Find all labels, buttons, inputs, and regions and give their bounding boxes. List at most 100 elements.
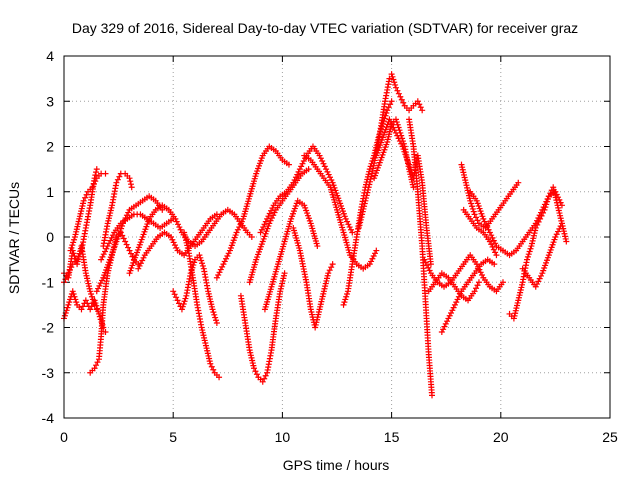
data-point bbox=[342, 296, 349, 303]
data-point bbox=[446, 312, 453, 319]
data-point bbox=[366, 178, 373, 185]
data-point bbox=[212, 314, 219, 321]
series-arc-10 bbox=[135, 211, 220, 272]
data-point bbox=[127, 181, 134, 188]
data-point bbox=[177, 226, 184, 233]
data-point bbox=[396, 127, 403, 134]
data-point bbox=[473, 214, 480, 221]
data-point bbox=[486, 229, 493, 236]
data-point bbox=[69, 288, 76, 295]
data-point bbox=[398, 132, 405, 139]
data-point bbox=[451, 301, 458, 308]
data-point bbox=[96, 282, 103, 289]
data-point bbox=[357, 216, 364, 223]
data-point bbox=[95, 308, 102, 315]
data-point bbox=[271, 209, 278, 216]
data-point bbox=[67, 296, 74, 303]
data-point bbox=[266, 220, 273, 227]
data-point bbox=[262, 218, 269, 225]
data-point bbox=[536, 275, 543, 282]
data-point bbox=[69, 242, 76, 249]
data-point bbox=[414, 98, 421, 105]
data-point bbox=[558, 220, 565, 227]
data-point bbox=[542, 204, 549, 211]
data-point bbox=[66, 267, 73, 274]
series-arc-17 bbox=[261, 197, 321, 313]
data-point bbox=[320, 160, 327, 167]
data-point bbox=[171, 291, 178, 298]
data-point bbox=[102, 329, 109, 336]
data-point bbox=[173, 294, 180, 301]
data-point bbox=[327, 174, 334, 181]
data-point bbox=[450, 304, 457, 311]
data-point bbox=[438, 329, 445, 336]
data-point bbox=[455, 293, 462, 300]
data-point bbox=[383, 110, 390, 117]
data-point bbox=[82, 194, 89, 201]
series-arc-13 bbox=[213, 143, 292, 281]
data-point bbox=[233, 229, 240, 236]
data-point bbox=[196, 252, 203, 259]
data-point bbox=[326, 267, 333, 274]
data-point bbox=[220, 261, 227, 268]
data-points bbox=[61, 71, 570, 399]
x-axis-ticks: 0 5 10 15 20 25 bbox=[60, 56, 618, 445]
series-arc-20 bbox=[340, 98, 395, 308]
data-point bbox=[213, 274, 220, 281]
data-point bbox=[367, 176, 374, 183]
data-point bbox=[537, 215, 544, 222]
data-point bbox=[544, 195, 551, 202]
data-point bbox=[540, 209, 547, 216]
data-point bbox=[267, 217, 274, 224]
data-point bbox=[259, 378, 266, 385]
data-point bbox=[344, 218, 351, 225]
x-tick-label: 25 bbox=[602, 429, 618, 445]
data-point bbox=[532, 224, 539, 231]
data-point bbox=[215, 272, 222, 279]
data-point bbox=[473, 285, 480, 292]
data-point bbox=[83, 191, 90, 198]
data-point bbox=[87, 306, 94, 313]
series-arc-07 bbox=[93, 193, 166, 295]
data-point bbox=[440, 326, 447, 333]
data-point bbox=[321, 163, 328, 170]
data-point bbox=[174, 297, 181, 304]
data-point bbox=[319, 157, 326, 164]
data-point bbox=[492, 240, 499, 247]
data-point bbox=[93, 362, 100, 369]
data-point bbox=[342, 215, 349, 222]
data-point bbox=[481, 218, 488, 225]
data-point bbox=[104, 243, 111, 250]
data-point bbox=[88, 303, 95, 310]
data-point bbox=[524, 256, 531, 263]
data-point bbox=[419, 107, 426, 114]
data-point bbox=[74, 256, 81, 263]
data-point bbox=[234, 226, 241, 233]
data-point bbox=[488, 232, 495, 239]
data-point bbox=[290, 179, 297, 186]
data-point bbox=[515, 179, 522, 186]
data-point bbox=[64, 304, 71, 311]
data-point bbox=[217, 266, 224, 273]
data-point bbox=[122, 238, 129, 245]
x-tick-label: 10 bbox=[275, 429, 291, 445]
data-point bbox=[219, 263, 226, 270]
data-point bbox=[457, 291, 464, 298]
data-point bbox=[298, 163, 305, 170]
data-point bbox=[208, 363, 215, 370]
data-point bbox=[490, 237, 497, 244]
data-point bbox=[468, 203, 475, 210]
chart-title: Day 329 of 2016, Sidereal Day-to-day VTE… bbox=[72, 20, 578, 36]
data-point bbox=[372, 250, 379, 257]
data-point bbox=[389, 73, 396, 80]
data-point bbox=[296, 166, 303, 173]
data-point bbox=[66, 299, 73, 306]
data-point bbox=[175, 221, 182, 228]
data-point bbox=[555, 228, 562, 235]
data-point bbox=[99, 253, 106, 260]
data-point bbox=[70, 250, 77, 257]
data-point bbox=[442, 320, 449, 327]
data-point bbox=[393, 119, 400, 126]
data-point bbox=[444, 318, 451, 325]
data-point bbox=[441, 323, 448, 330]
